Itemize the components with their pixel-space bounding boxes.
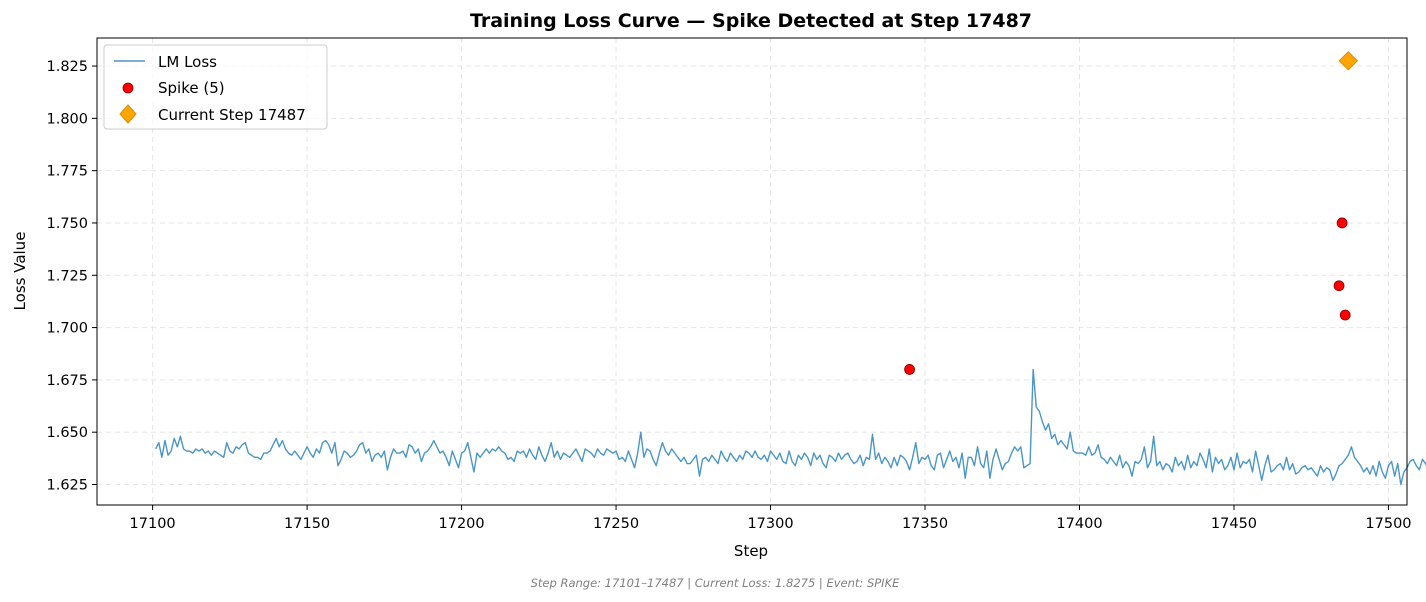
x-tick-label: 17150 [284,516,330,532]
series-line-lm-loss [155,368,1426,486]
x-tick-label: 17450 [1211,516,1257,532]
y-tick-label: 1.825 [46,59,88,75]
y-axis-label: Loss Value [11,232,29,311]
y-axis-ticks: 1.625 1.650 1.675 1.700 1.725 1.750 1.775 1.800… [46,59,97,493]
x-tick-label: 17250 [593,516,639,532]
series-line-group [155,368,1426,486]
chart-title: Training Loss Curve — Spike Detected at … [470,10,1032,32]
y-tick-label: 1.700 [46,321,88,337]
y-tick-label: 1.625 [46,477,88,493]
legend-current-step-marker [119,104,137,124]
x-tick-label: 17100 [130,516,176,532]
y-tick-label: 1.675 [46,373,88,389]
legend-box [103,44,328,130]
plot-frame [96,37,1408,506]
y-tick-label: 1.800 [46,111,88,127]
legend-label-lm-loss: LM Loss [158,53,217,71]
legend-label-current-step: Current Step 17487 [158,106,306,124]
x-tick-label: 17300 [747,516,793,532]
x-axis-label: Step [734,542,768,560]
y-tick-label: 1.725 [46,268,88,284]
footer-caption: Step Range: 17101–17487 | Current Loss: … [531,576,900,590]
x-tick-label: 17500 [1365,516,1411,532]
x-tick-label: 17400 [1056,516,1102,532]
x-axis-ticks: 17100 17150 17200 17250 17300 17350 17400 17450… [130,505,1412,532]
spike-point [904,364,915,375]
y-tick-label: 1.750 [46,216,88,232]
legend: LM Loss Spike (5) Current Step 17487 [103,44,328,130]
x-tick-label: 17350 [902,516,948,532]
current-step-point [1338,51,1359,71]
spike-point [1339,309,1351,321]
x-tick-label: 17200 [439,516,485,532]
legend-label-spike: Spike (5) [158,79,225,97]
grid [97,38,1407,505]
markers-group [904,51,1359,375]
spike-point [1336,217,1348,229]
spike-point [1333,280,1345,292]
y-tick-label: 1.650 [46,425,88,441]
y-tick-label: 1.775 [46,164,88,180]
legend-spike-marker [122,82,134,94]
